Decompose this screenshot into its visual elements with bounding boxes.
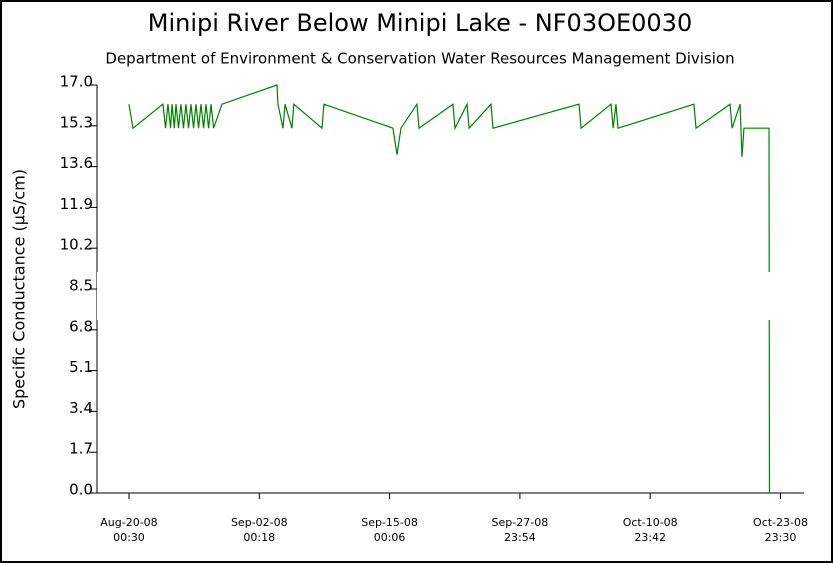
y-tick-label: 5.1 bbox=[69, 358, 93, 376]
y-tick-label: 17.0 bbox=[60, 73, 93, 91]
x-tick-label: Oct-10-08 23:42 bbox=[622, 516, 678, 544]
y-tick-label: 10.2 bbox=[60, 236, 93, 254]
data-line bbox=[128, 84, 771, 494]
x-tick-label: Aug-20-08 00:30 bbox=[100, 516, 158, 544]
chart-subtitle: Department of Environment & Conservation… bbox=[105, 50, 734, 68]
y-tick-label: 0.0 bbox=[69, 481, 93, 499]
x-tick-label: Sep-27-08 23:54 bbox=[491, 516, 549, 544]
y-tick-label: 1.7 bbox=[69, 440, 93, 458]
x-tick-label: Sep-15-08 00:06 bbox=[361, 516, 418, 544]
x-tick-label: Oct-23-08 23:30 bbox=[753, 516, 808, 544]
y-tick-label: 8.5 bbox=[69, 277, 93, 295]
redaction-band bbox=[97, 272, 827, 320]
y-tick-label: 6.8 bbox=[69, 317, 93, 335]
y-tick-label: 3.4 bbox=[69, 399, 93, 417]
y-tick-label: 13.6 bbox=[60, 154, 93, 172]
y-tick-label: 15.3 bbox=[60, 113, 93, 131]
y-axis-label: Specific Conductance (µS/cm) bbox=[10, 169, 29, 409]
y-tick-label: 11.9 bbox=[60, 195, 93, 213]
x-tick-label: Sep-02-08 00:18 bbox=[230, 516, 288, 544]
chart-title: Minipi River Below Minipi Lake - NF03OE0… bbox=[148, 9, 692, 37]
